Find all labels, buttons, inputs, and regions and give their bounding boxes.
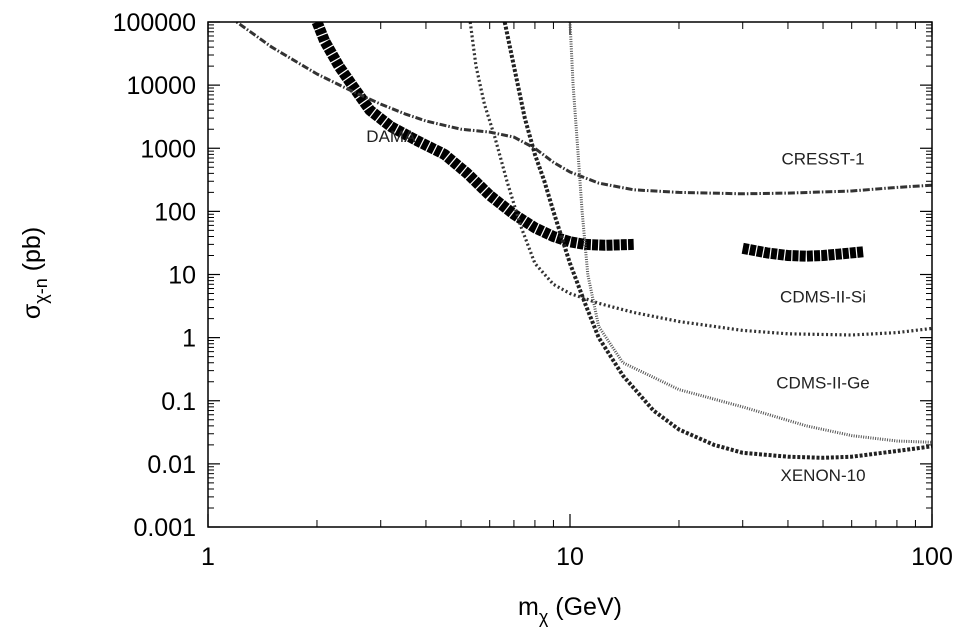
series-cdms-ii-ge-label: CDMS-II-Ge xyxy=(776,374,870,393)
y-tick-label: 10000 xyxy=(126,72,196,100)
y-tick-label: 10 xyxy=(168,262,196,290)
x-axis-title-sub: χ xyxy=(539,607,549,627)
major-ticks xyxy=(207,21,933,528)
x-tick-label: 100 xyxy=(911,543,953,571)
series-cdms-ii-si-label: CDMS-II-Si xyxy=(780,288,866,307)
tick-labels: 1 10 100 100000 10000 1000 100 10 1 0.1 0.01 0.001 xyxy=(113,9,953,571)
y-tick-label: 0.001 xyxy=(133,514,196,542)
y-axis-title-main: σ xyxy=(18,303,46,319)
series-dama-curve xyxy=(311,22,634,251)
series-cdms-ii-ge-curve xyxy=(568,22,932,444)
series-dama-curve xyxy=(741,242,865,262)
x-tick-label: 1 xyxy=(201,543,215,571)
series-dama-label: DAMA xyxy=(366,127,416,146)
x-tick-label: 10 xyxy=(556,543,584,571)
series-cresst-1-curve xyxy=(235,22,932,196)
series-labels: DAMA CRESST-1 CDMS-II-Si CDMS-II-Ge XENON-10 xyxy=(366,127,869,485)
plot-frame xyxy=(207,21,933,528)
y-axis-title: σχ-n (pb) xyxy=(18,227,51,319)
y-axis-title-unit: (pb) xyxy=(18,227,46,278)
series-xenon-10-curve xyxy=(502,22,932,460)
series-xenon-10-label: XENON-10 xyxy=(781,466,866,485)
series-cdms-ii-si-curve xyxy=(468,22,932,337)
x-axis-title-unit: (GeV) xyxy=(548,593,622,621)
x-axis-title-main: m xyxy=(518,593,539,621)
y-tick-label: 1000 xyxy=(140,135,196,163)
y-tick-label: 0.01 xyxy=(147,451,196,479)
y-tick-label: 100000 xyxy=(113,9,196,37)
series-layer xyxy=(235,22,932,460)
y-tick-label: 100 xyxy=(154,198,196,226)
y-tick-label: 1 xyxy=(182,325,196,353)
x-axis-title: mχ (GeV) xyxy=(518,593,622,627)
minor-ticks xyxy=(208,22,932,527)
y-tick-label: 0.1 xyxy=(161,388,196,416)
series-cresst-1-label: CRESST-1 xyxy=(781,150,864,169)
y-axis-title-sub: χ-n xyxy=(31,278,51,303)
